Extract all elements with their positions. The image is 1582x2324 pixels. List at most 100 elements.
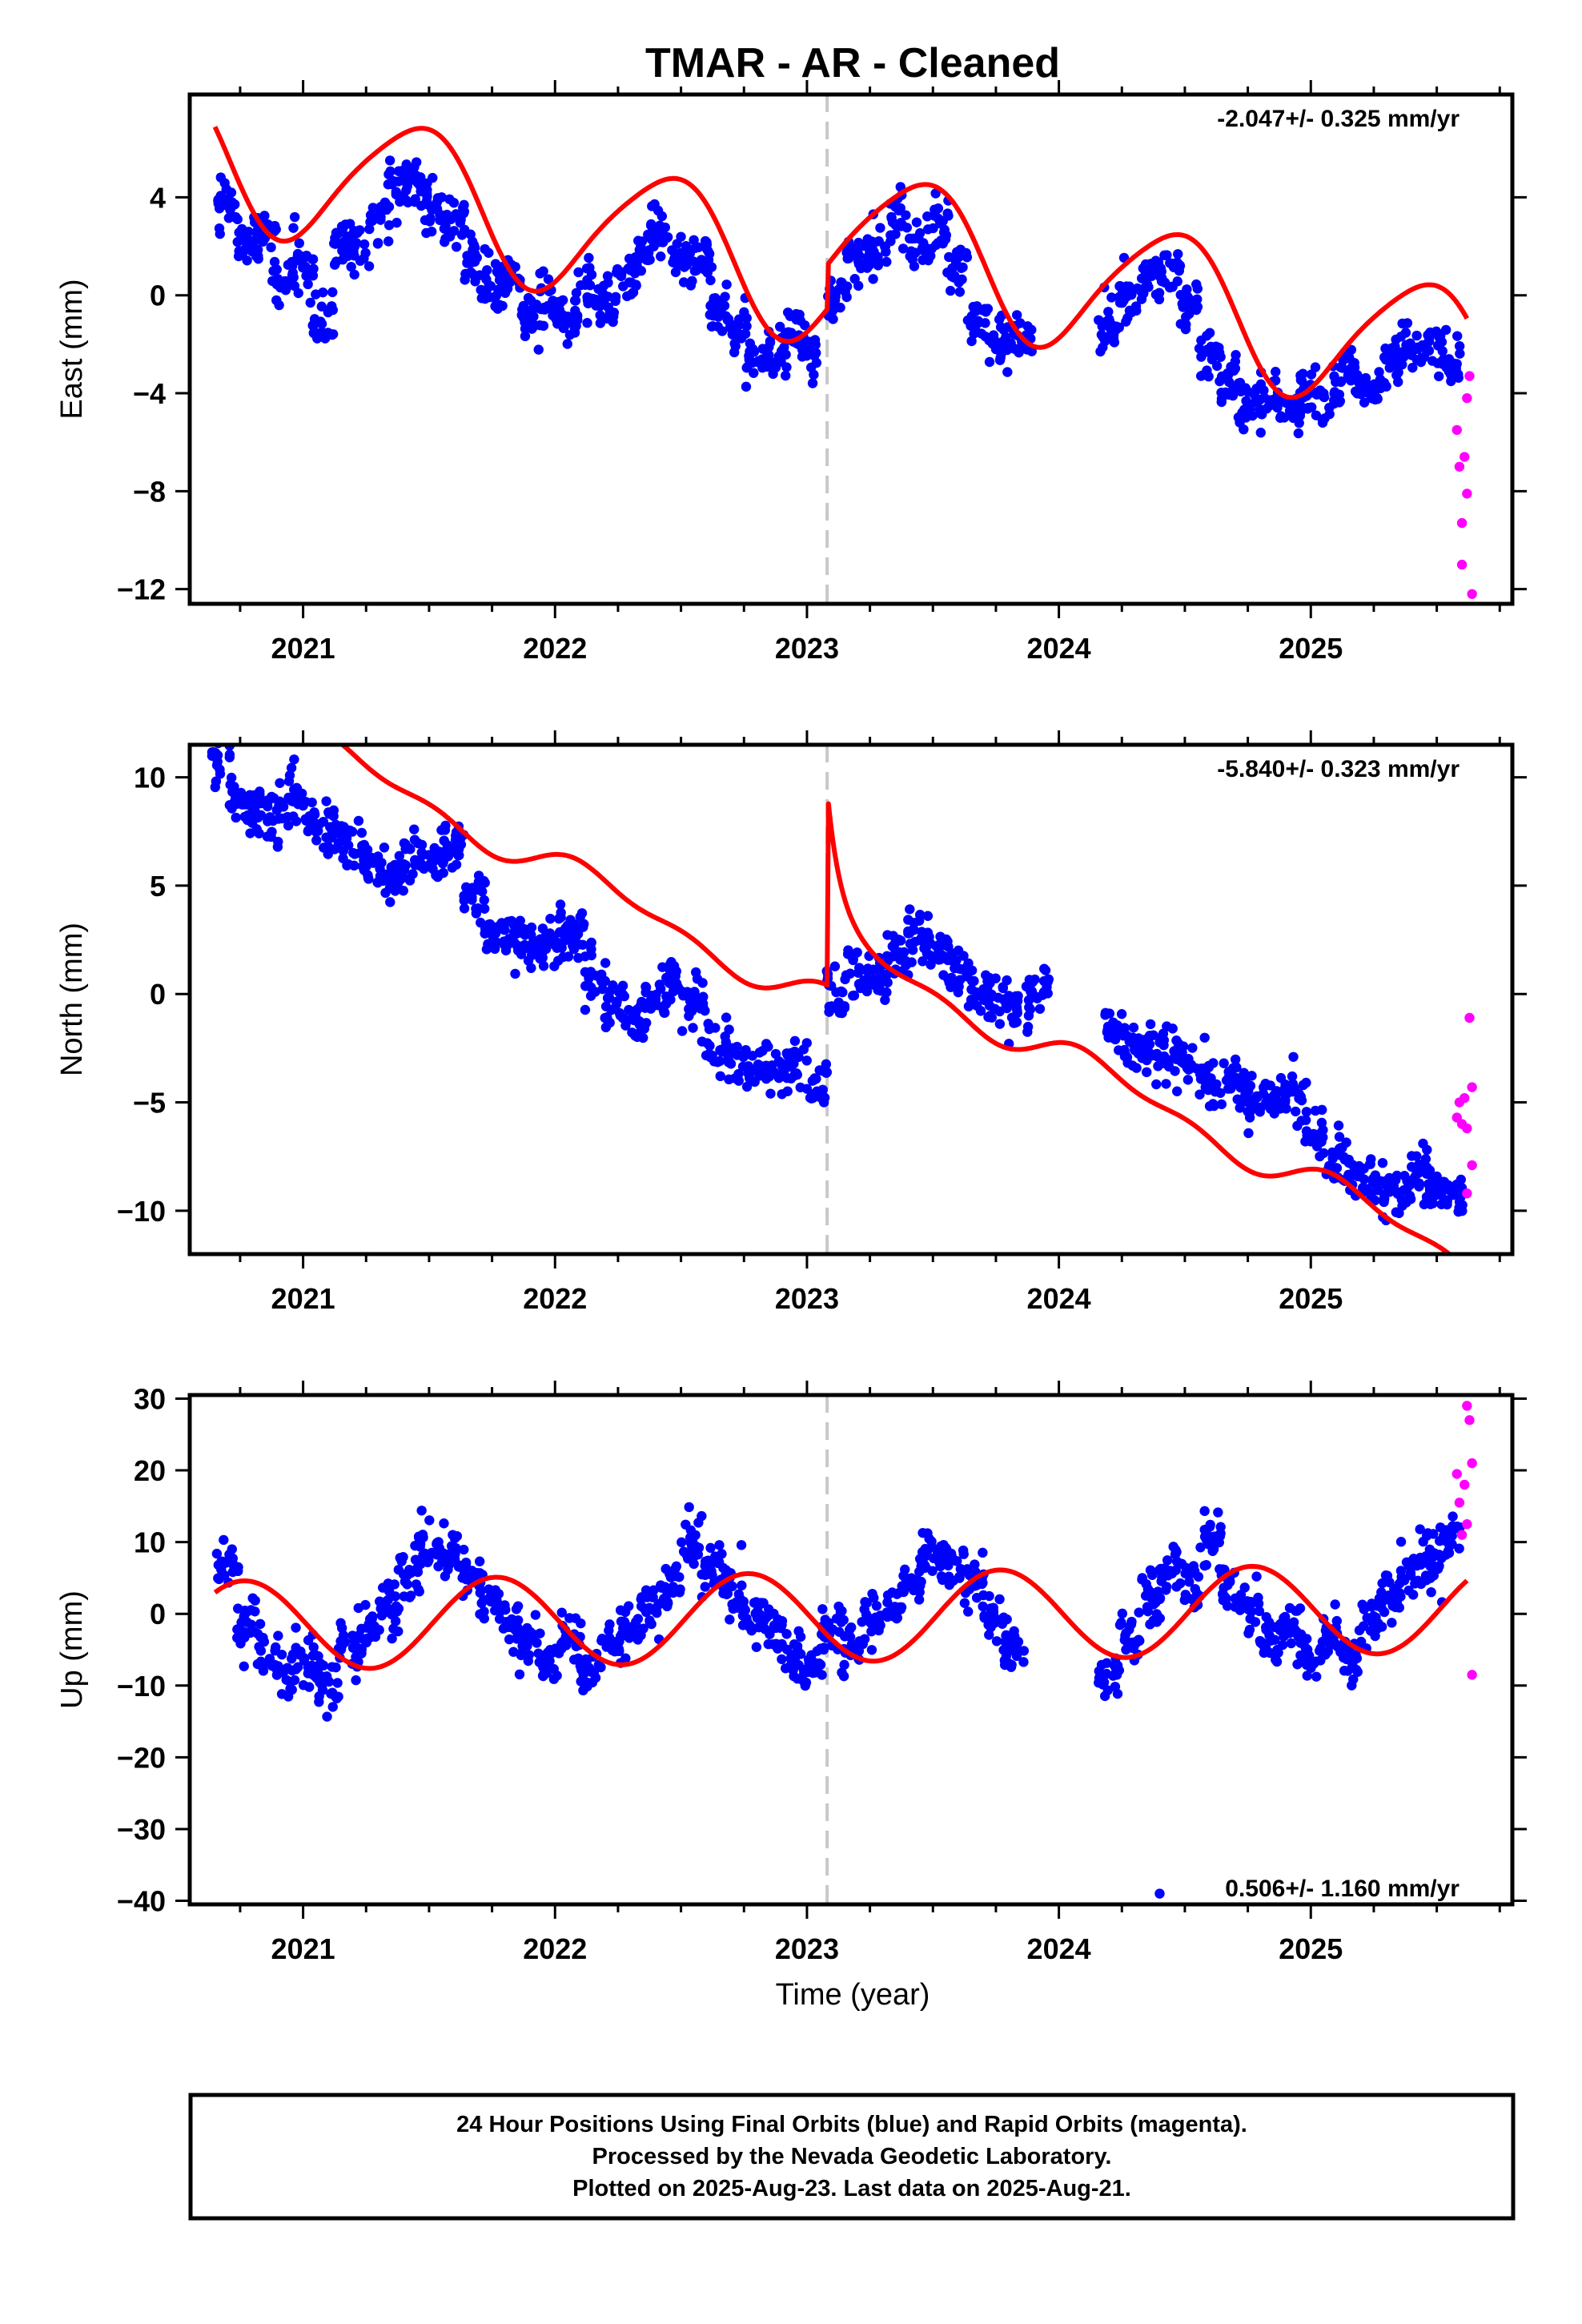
x-tick-label: 2022	[523, 632, 587, 665]
final-point	[924, 931, 934, 943]
y-axis-label: North (mm)	[55, 923, 89, 1076]
final-point	[1025, 1004, 1036, 1015]
final-point	[447, 862, 458, 873]
final-point	[1002, 1614, 1012, 1625]
final-point	[1247, 1071, 1257, 1081]
final-point	[1311, 1133, 1322, 1144]
final-point	[215, 172, 226, 183]
final-point	[250, 1595, 260, 1606]
final-point	[255, 1618, 266, 1630]
final-point	[1146, 271, 1157, 281]
rapid-point	[1462, 392, 1472, 404]
final-point	[597, 287, 608, 298]
final-point	[729, 347, 740, 358]
final-point	[736, 1540, 747, 1550]
final-point	[949, 958, 960, 968]
final-point	[327, 287, 338, 298]
final-point	[853, 256, 864, 267]
final-point	[779, 342, 789, 352]
final-point	[644, 1617, 655, 1628]
final-point	[582, 318, 592, 328]
final-point	[998, 982, 1008, 992]
x-tick-label: 2023	[775, 1932, 839, 1965]
final-point	[981, 307, 991, 317]
final-point	[1440, 1195, 1451, 1205]
final-point	[954, 287, 966, 297]
final-point	[1343, 1169, 1354, 1180]
final-point	[285, 1683, 295, 1695]
final-point	[1230, 1054, 1241, 1065]
final-point	[1170, 1549, 1181, 1560]
final-point	[879, 976, 889, 987]
final-point	[1323, 1647, 1334, 1657]
final-point	[219, 1534, 229, 1546]
rapid-point	[1454, 1498, 1465, 1508]
final-point	[861, 986, 873, 997]
final-point	[409, 834, 420, 845]
final-point	[359, 239, 370, 250]
final-point	[1116, 1617, 1126, 1628]
final-point	[703, 246, 713, 256]
final-point	[211, 1548, 223, 1559]
final-point	[467, 883, 478, 893]
final-point	[880, 995, 890, 1005]
final-point	[428, 856, 439, 866]
final-point	[1301, 1077, 1311, 1088]
final-point	[1154, 1593, 1166, 1603]
final-point	[437, 1547, 448, 1558]
final-point	[737, 1580, 747, 1590]
final-point	[1142, 1055, 1152, 1066]
final-point	[587, 1677, 598, 1688]
final-point	[601, 1642, 612, 1652]
final-point	[998, 1645, 1009, 1655]
final-point	[484, 247, 494, 258]
final-point	[809, 369, 819, 380]
final-point	[584, 1663, 595, 1673]
final-point	[288, 811, 299, 822]
final-point	[347, 847, 359, 858]
final-point	[995, 322, 1006, 332]
final-point	[422, 191, 432, 202]
final-point	[665, 979, 677, 989]
final-point	[331, 227, 342, 238]
final-point	[1394, 1208, 1404, 1219]
final-point	[273, 1630, 283, 1641]
final-point	[785, 1047, 796, 1059]
final-point	[887, 217, 898, 227]
final-point	[693, 1549, 704, 1560]
final-point	[1346, 344, 1357, 355]
final-point	[1142, 1606, 1153, 1617]
final-point	[741, 321, 752, 332]
x-tick-label: 2024	[1027, 632, 1091, 665]
final-point	[1310, 388, 1320, 398]
final-point	[1182, 284, 1192, 295]
final-point	[359, 865, 370, 875]
final-point	[898, 1586, 909, 1598]
final-point	[638, 1032, 648, 1043]
final-point	[1334, 1132, 1345, 1142]
final-point	[1399, 1171, 1410, 1181]
final-point	[1002, 367, 1013, 377]
final-point	[362, 844, 373, 855]
final-point	[969, 975, 979, 987]
final-point	[1124, 281, 1134, 292]
final-point	[507, 1614, 517, 1625]
final-point	[1279, 1097, 1291, 1108]
final-point	[1171, 1086, 1182, 1096]
final-point	[1444, 1181, 1455, 1192]
final-point	[619, 1616, 630, 1627]
final-point	[434, 870, 444, 880]
final-point	[976, 328, 986, 339]
final-point	[682, 987, 693, 997]
final-point	[685, 995, 696, 1006]
final-point	[440, 1571, 451, 1582]
final-point	[299, 1653, 310, 1663]
final-point	[577, 939, 588, 950]
final-point	[284, 1676, 295, 1687]
final-point	[1422, 346, 1432, 356]
x-tick-label: 2021	[271, 632, 335, 665]
final-point	[1242, 1596, 1252, 1606]
final-point	[1415, 1524, 1425, 1534]
final-point	[1180, 1568, 1191, 1579]
final-point	[789, 1638, 800, 1650]
